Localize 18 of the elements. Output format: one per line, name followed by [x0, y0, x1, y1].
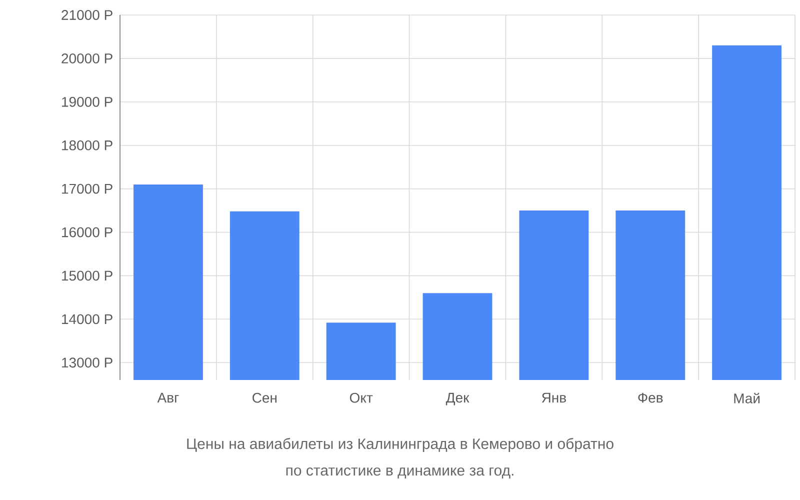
y-tick-label: 21000 Р	[62, 10, 112, 20]
y-tick-label: 13000 Р	[62, 358, 112, 368]
y-tick-label: 20000 Р	[62, 53, 112, 64]
text: по статистике в динамике за год.	[286, 467, 514, 479]
y-tick-label: 14000 Р	[62, 314, 112, 324]
y-tick-label: 17000 Р	[62, 184, 112, 194]
y-tick-label: 15000 Р	[62, 270, 112, 281]
x-tick-label: Май	[734, 392, 760, 404]
y-tick-label: 16000 Р	[62, 227, 112, 238]
x-tick-label: Янв	[542, 392, 566, 402]
x-tick-label: Авг	[157, 392, 179, 402]
y-tick-label: 19000 Р	[62, 96, 112, 107]
text: Цены на авиабилеты из Калининграда в Кемерово и обратно	[187, 438, 614, 452]
x-tick-label: Дек	[446, 392, 470, 406]
x-tick-label: Окт	[350, 392, 373, 403]
x-tick-label: Фев	[638, 392, 663, 403]
y-tick-label: 18000 Р	[62, 140, 112, 150]
x-tick-label: Сен	[252, 392, 276, 403]
